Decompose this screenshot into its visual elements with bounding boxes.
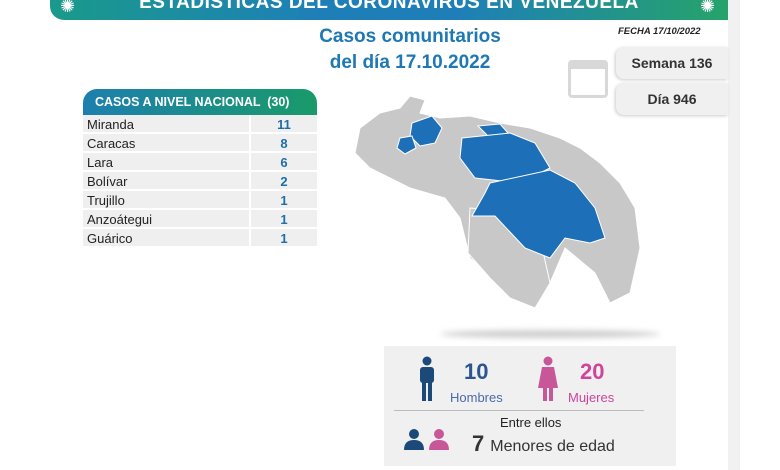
table-row: Anzoátegui 1 [83,210,317,229]
virus-icon: ✺ [60,0,76,16]
map-region-bolivar [471,169,606,259]
woman-icon [538,356,558,401]
minors-count: 7 [472,431,485,456]
table-row: Miranda 11 [83,115,317,134]
table-row: Caracas 8 [83,134,317,153]
women-label: Mujeres [568,390,615,405]
state-name: Guárico [83,229,249,246]
case-count: 1 [251,229,317,246]
cases-table: Miranda 11 Caracas 8 Lara 6 Bolívar 2 Trujillo 1 A… [83,115,317,248]
women-count: 20 [580,359,605,384]
case-count: 2 [251,172,317,189]
calendar-icon [568,60,608,98]
man-icon [420,356,434,401]
state-name: Lara [83,153,249,170]
map-region-trujillo [396,135,417,155]
table-row: Guárico 1 [83,229,317,248]
minors-icon [404,429,449,450]
men-count: 10 [464,359,489,384]
state-name: Bolívar [83,172,249,189]
banner-title: ESTADÍSTICAS DEL CORONAVIRUS EN VENEZUEL… [139,0,639,13]
minors-row: 7 Menores de edad [472,432,615,456]
week-badge: Semana 136 [616,47,728,79]
venezuela-map [354,95,641,309]
table-row: Lara 6 [83,153,317,172]
case-count: 11 [251,115,317,132]
day-badge: Día 946 [616,83,728,115]
case-count: 1 [251,210,317,227]
between-label: Entre ellos [500,415,562,430]
table-row: Bolívar 2 [83,172,317,191]
table-row: Trujillo 1 [83,191,317,210]
shadow [440,330,660,338]
title-line-2: del día 17.10.2022 [329,52,491,73]
state-name: Anzoátegui [83,210,249,227]
virus-icon: ✺ [700,0,716,16]
state-name: Miranda [83,115,249,132]
table-header: CASOS A NIVEL NACIONAL (30) [83,89,317,115]
case-count: 6 [251,153,317,170]
divider [394,410,644,411]
page-title: Casos comunitarios del día 17.10.2022 [300,24,520,76]
case-count: 1 [251,191,317,208]
minors-label: Menores de edad [490,438,615,455]
title-line-1: Casos comunitarios [319,26,501,47]
header-banner: ✺ ESTADÍSTICAS DEL CORONAVIRUS EN VENEZU… [50,0,728,20]
gender-stats: 10 Hombres 20 Mujeres Entre ellos 7 Meno… [384,346,676,466]
state-name: Caracas [83,134,249,151]
men-label: Hombres [450,390,503,405]
case-count: 8 [251,134,317,151]
date-label: FECHA 17/10/2022 [618,26,701,37]
state-name: Trujillo [83,191,249,208]
